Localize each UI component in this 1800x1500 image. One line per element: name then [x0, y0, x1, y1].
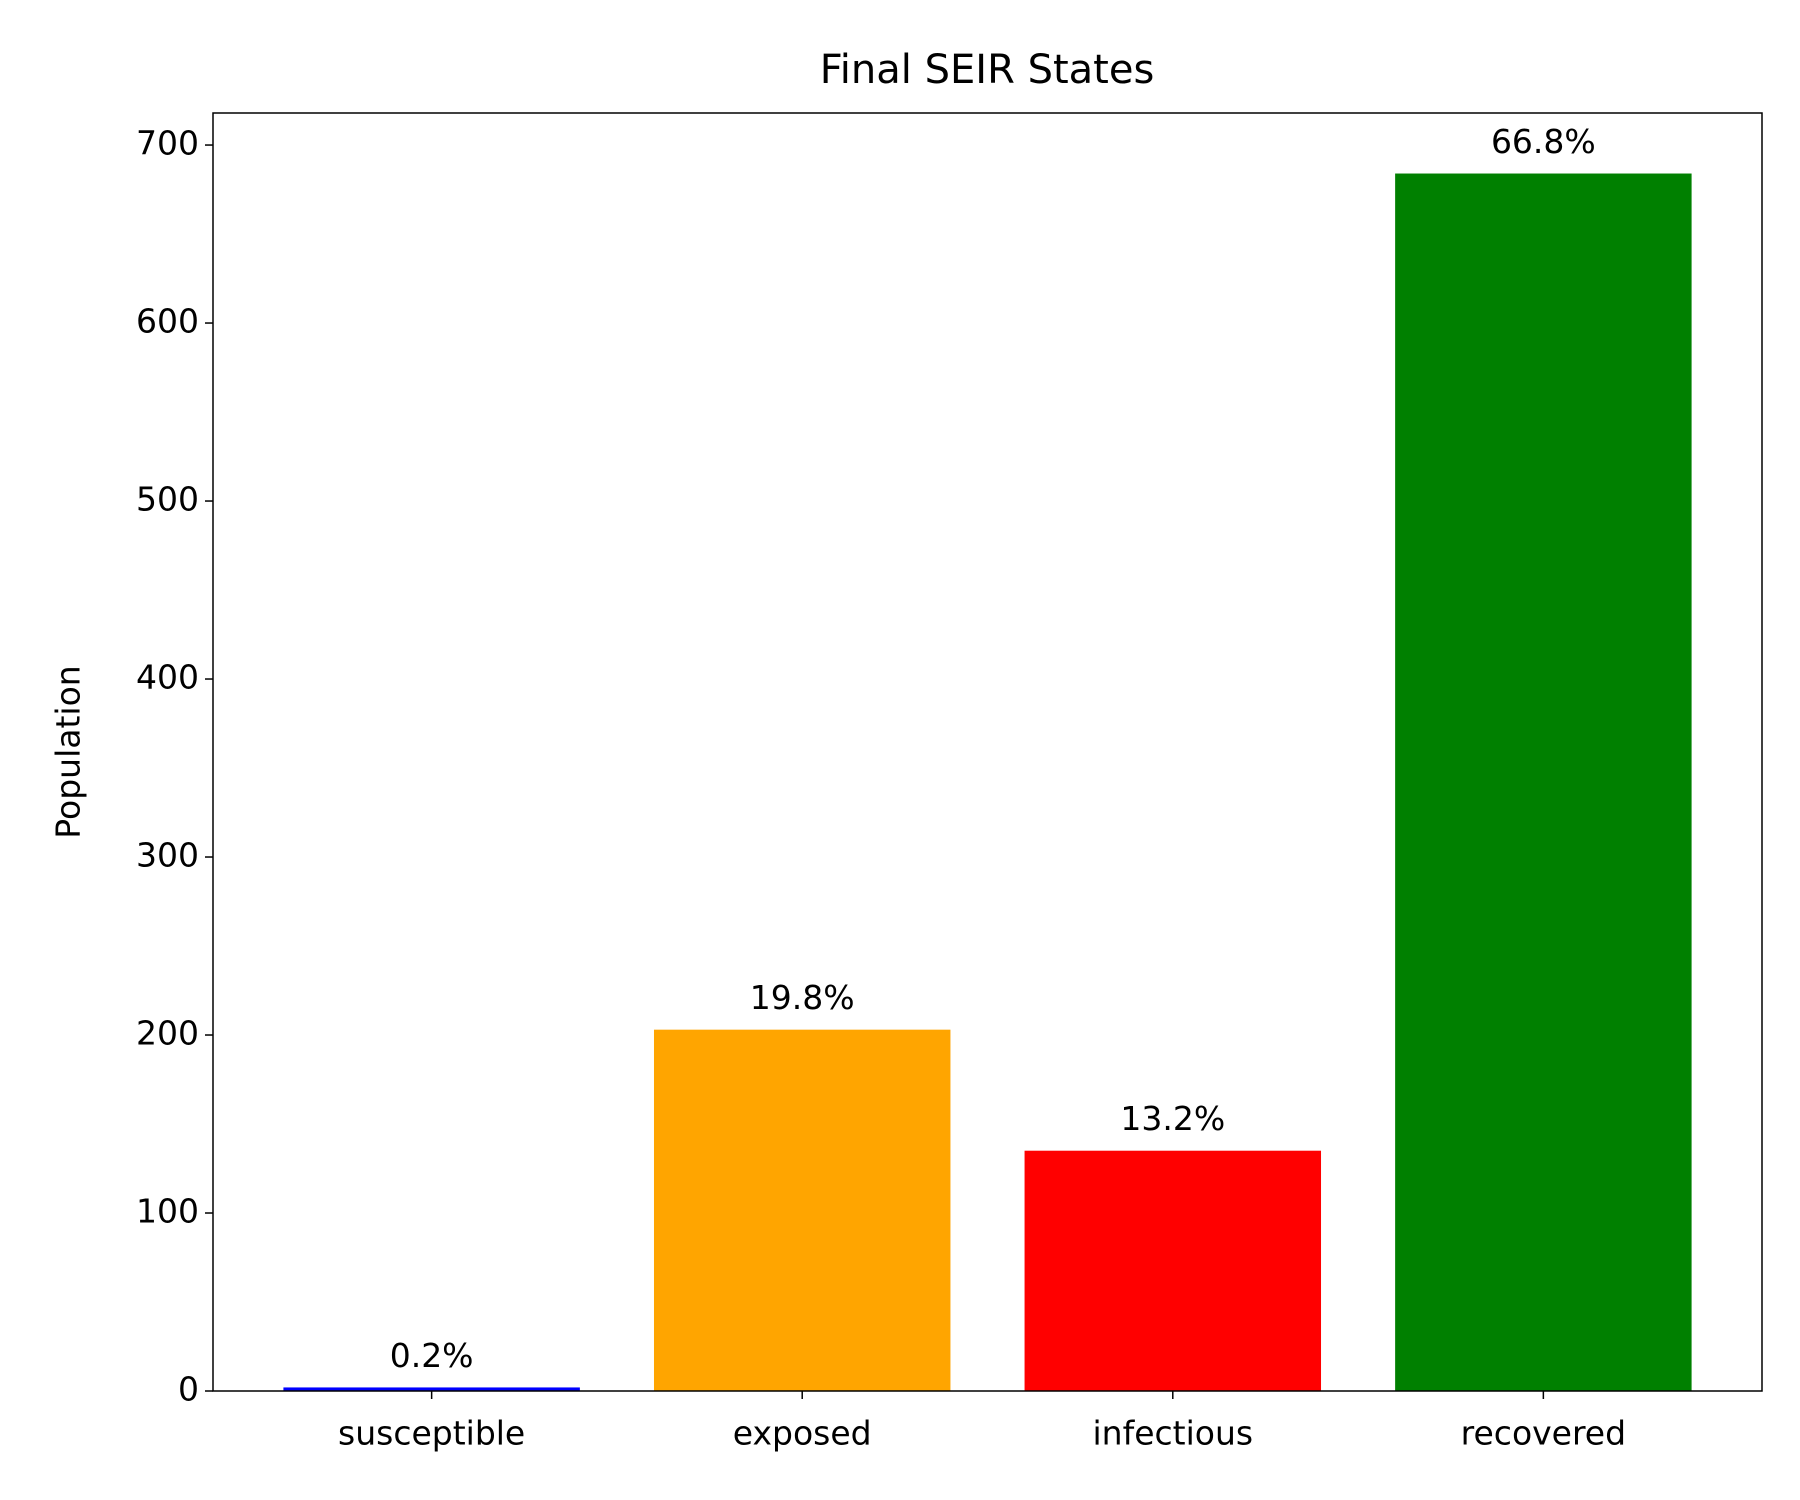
- bar: [1024, 1150, 1322, 1391]
- y-tick-label: 500: [136, 480, 199, 519]
- y-tick-label: 600: [136, 302, 199, 341]
- y-tick-label: 0: [178, 1370, 199, 1409]
- y-tick-label: 100: [136, 1192, 199, 1231]
- x-tick-label: exposed: [733, 1414, 872, 1453]
- y-tick-label: 200: [136, 1014, 199, 1053]
- y-tick-label: 300: [136, 836, 199, 875]
- chart-title: Final SEIR States: [820, 47, 1155, 93]
- plot-frame: [212, 112, 1763, 1392]
- y-axis-label: Population: [49, 665, 88, 838]
- bar: [1395, 173, 1692, 1392]
- bar: [653, 1029, 951, 1391]
- y-tick-label: 400: [136, 658, 199, 697]
- bar-annotation: 0.2%: [390, 1336, 474, 1375]
- x-tick-label: susceptible: [338, 1414, 525, 1453]
- x-tick-label: infectious: [1093, 1414, 1254, 1453]
- bar-annotation: 66.8%: [1491, 122, 1596, 161]
- y-tick-label: 700: [136, 124, 199, 163]
- bar-annotation: 19.8%: [750, 978, 855, 1017]
- x-tick-label: recovered: [1461, 1414, 1626, 1453]
- bar-annotation: 13.2%: [1120, 1099, 1225, 1138]
- bar: [283, 1387, 580, 1391]
